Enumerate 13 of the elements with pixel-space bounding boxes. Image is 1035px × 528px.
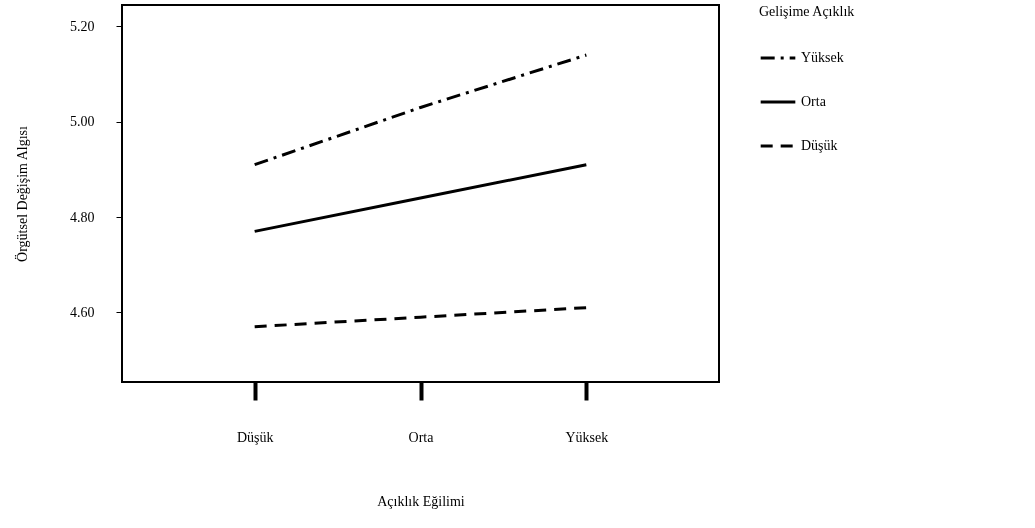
legend-label: Orta (801, 94, 827, 109)
y-tick-label: 4.80 (70, 209, 95, 225)
y-tick-label: 5.00 (70, 114, 95, 130)
y-axis-title: Örgütsel Değişim Algısı (14, 125, 30, 262)
y-tick-label: 4.60 (70, 304, 95, 320)
legend-title: Gelişime Açıklık (759, 4, 855, 19)
y-tick-label: 5.20 (70, 18, 95, 34)
x-axis-title: Açıklık Eğilimi (377, 493, 465, 509)
x-tick-label: Orta (408, 429, 435, 445)
legend-label: Yüksek (801, 50, 844, 65)
legend-label: Düşük (801, 138, 838, 153)
x-tick-label: Yüksek (565, 429, 609, 445)
x-tick-label: Düşük (236, 429, 274, 445)
